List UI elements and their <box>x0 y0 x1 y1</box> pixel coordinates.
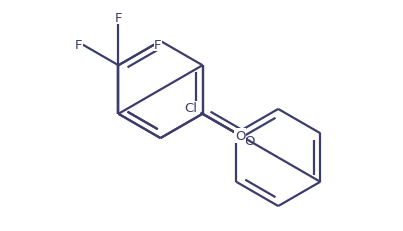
Text: O: O <box>235 130 246 143</box>
Text: Cl: Cl <box>185 101 198 114</box>
Text: F: F <box>75 39 83 52</box>
Text: F: F <box>154 39 162 52</box>
Text: O: O <box>244 135 255 148</box>
Text: F: F <box>115 12 122 25</box>
